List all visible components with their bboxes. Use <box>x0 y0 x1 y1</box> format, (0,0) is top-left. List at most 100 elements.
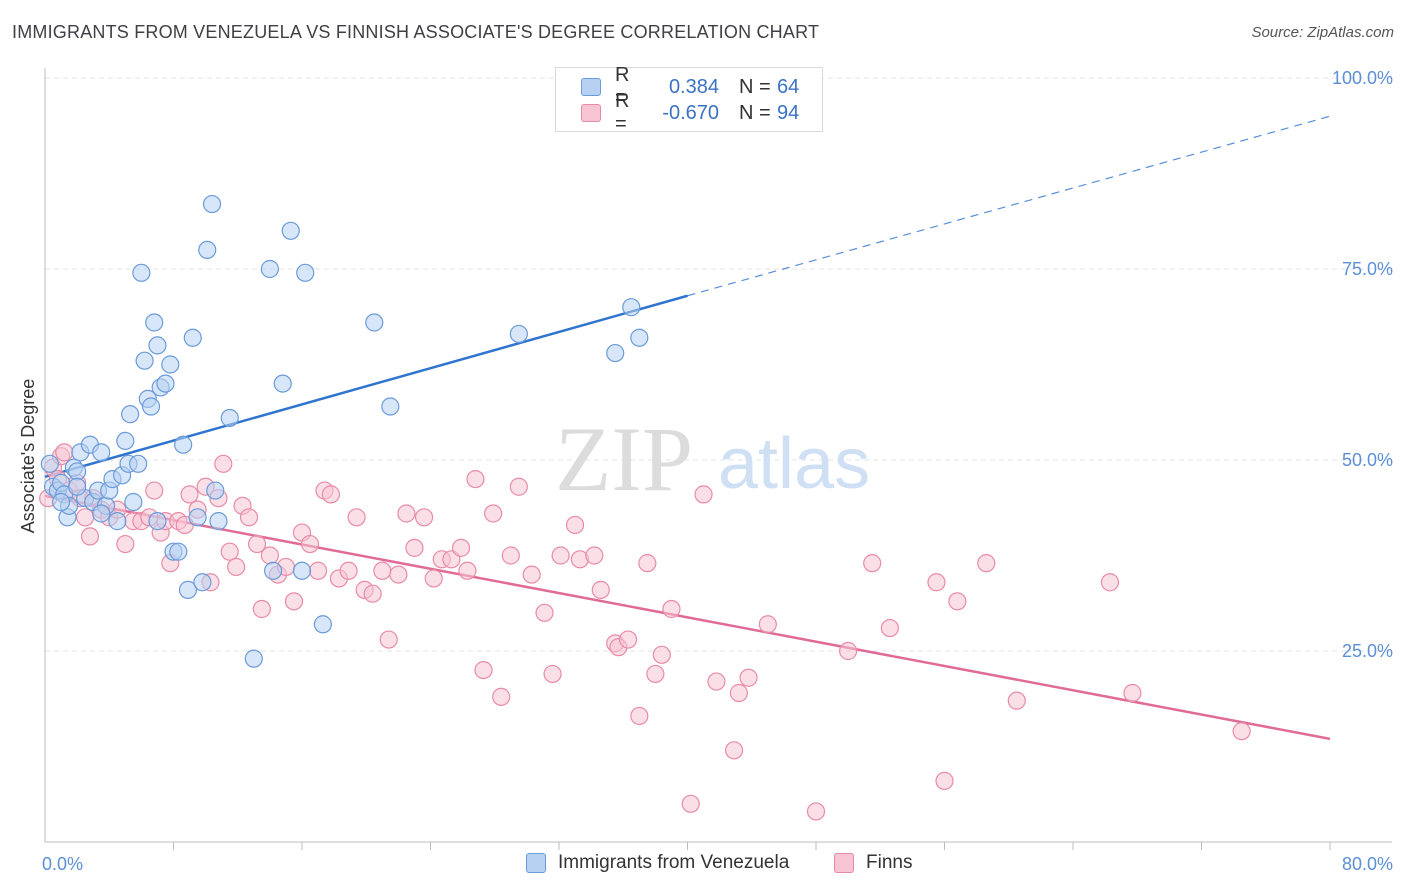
grid-lines <box>45 77 1392 652</box>
venezuela-point <box>148 512 167 531</box>
venezuela-point <box>260 259 279 279</box>
finns-point <box>484 504 503 523</box>
venezuela-point <box>51 492 71 512</box>
finns-point <box>80 527 100 546</box>
finns-point <box>535 603 554 622</box>
venezuela-point <box>206 481 225 500</box>
finns-point <box>694 485 713 504</box>
venezuela-point <box>263 561 283 580</box>
legend-row-venezuela: R = 0.384 N = 64 <box>581 64 799 109</box>
venezuela-point <box>121 405 140 424</box>
finns-point <box>739 668 758 687</box>
finns-point <box>389 565 408 584</box>
finns-point <box>339 561 358 580</box>
series-swatch-blue <box>526 853 546 873</box>
legend-n-label: N = <box>739 101 771 124</box>
finns-point <box>707 672 726 691</box>
legend-row-finns: R = -0.670 N = 94 <box>581 90 799 135</box>
venezuela-points <box>40 194 649 668</box>
legend: R = 0.384 N = 64 R = -0.670 N = 94 <box>555 64 823 135</box>
x-tick-label-max: 80.0% <box>1342 854 1393 874</box>
watermark: ZIP atlas <box>555 408 870 510</box>
finns-point <box>260 546 279 565</box>
venezuela-point <box>156 374 175 393</box>
venezuela-point <box>296 263 315 282</box>
finns-point <box>501 546 520 565</box>
finns-point <box>76 508 95 527</box>
venezuela-point <box>202 194 222 214</box>
finns-point <box>551 546 570 565</box>
tick-labels: 25.0% 50.0% 75.0% 100.0% 0.0% 80.0% <box>42 68 1393 874</box>
chart-title: IMMIGRANTS FROM VENEZUELA VS FINNISH ASS… <box>12 22 820 42</box>
finns-point <box>451 538 471 557</box>
venezuela-point <box>630 328 649 347</box>
finns-point <box>363 584 382 603</box>
finns-trend-line <box>44 494 1331 741</box>
finns-point <box>492 687 511 706</box>
venezuela-point <box>135 351 154 370</box>
venezuela-point <box>188 508 207 527</box>
y-tick-label: 100.0% <box>1332 68 1393 88</box>
venezuela-point <box>40 454 59 473</box>
finns-point <box>284 592 304 611</box>
finns-point <box>239 508 259 527</box>
finns-point <box>927 573 946 592</box>
finns-point <box>681 794 700 813</box>
venezuela-point <box>174 435 193 454</box>
venezuela-point <box>92 504 111 523</box>
venezuela-point <box>198 240 217 259</box>
venezuela-point <box>622 298 641 317</box>
series-name-finns: Finns <box>866 852 913 873</box>
finns-point <box>935 771 954 790</box>
finns-point <box>397 504 416 523</box>
finns-point <box>424 569 443 588</box>
finns-point <box>227 557 246 577</box>
finns-point <box>180 485 199 504</box>
finns-point <box>977 554 996 573</box>
watermark-zip: ZIP <box>555 408 693 510</box>
finns-point <box>1232 722 1251 741</box>
venezuela-point <box>193 573 212 592</box>
venezuela-point <box>129 454 148 473</box>
finns-point <box>373 561 392 580</box>
finns-point <box>724 741 744 760</box>
finns-point <box>414 508 434 527</box>
venezuela-point <box>381 397 400 416</box>
finns-point <box>646 664 665 684</box>
legend-r-label: R = <box>615 64 630 109</box>
finns-point <box>145 481 164 500</box>
venezuela-point <box>509 324 528 344</box>
source-label: Source: ZipAtlas.com <box>1251 24 1394 41</box>
venezuela-trend-line <box>44 294 688 479</box>
venezuela-point <box>313 615 332 634</box>
finns-point <box>652 645 671 664</box>
finns-point <box>252 599 271 619</box>
venezuela-point <box>606 343 625 363</box>
venezuela-point <box>365 313 384 332</box>
venezuela-point <box>124 492 143 512</box>
finns-point <box>839 641 858 661</box>
finns-point <box>220 542 239 561</box>
venezuela-point <box>209 512 228 531</box>
venezuela-point <box>148 336 167 355</box>
finns-point <box>247 534 267 554</box>
finns-point <box>1007 691 1026 710</box>
venezuela-point <box>68 477 87 496</box>
finns-point <box>630 706 649 726</box>
finns-point <box>758 615 777 634</box>
legend-n-label: N = <box>739 75 771 98</box>
y-tick-label: 25.0% <box>1342 641 1393 661</box>
venezuela-point <box>92 443 111 462</box>
finns-point <box>474 660 493 680</box>
legend-r-value: 0.384 <box>668 75 719 98</box>
watermark-atlas: atlas <box>718 424 870 504</box>
finns-point <box>948 592 967 611</box>
finns-point <box>638 554 657 573</box>
venezuela-point <box>183 328 202 347</box>
finns-point <box>863 554 882 573</box>
venezuela-point <box>169 542 188 561</box>
legend-r-label: R = <box>615 90 630 135</box>
legend-swatch-pink <box>581 104 601 122</box>
finns-point <box>405 538 424 557</box>
finns-point <box>543 664 562 684</box>
